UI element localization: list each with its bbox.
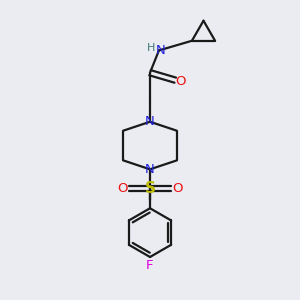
Text: N: N [145, 164, 155, 176]
Text: H: H [146, 43, 155, 53]
Text: N: N [145, 115, 155, 128]
Text: O: O [176, 75, 186, 88]
Text: O: O [117, 182, 127, 195]
Text: N: N [155, 44, 165, 57]
Text: F: F [146, 259, 154, 272]
Text: O: O [173, 182, 183, 195]
Text: S: S [145, 181, 155, 196]
